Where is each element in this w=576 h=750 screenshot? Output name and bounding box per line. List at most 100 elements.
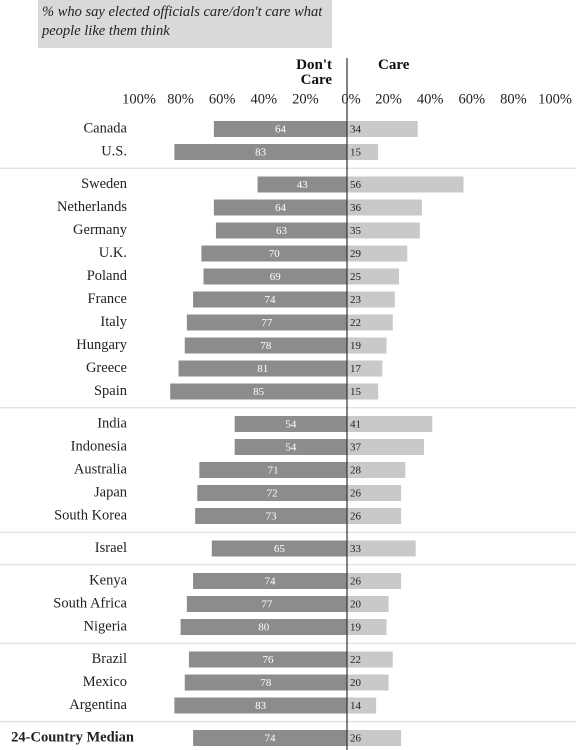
value-label: 36	[350, 202, 362, 214]
value-label: 74	[265, 576, 277, 588]
value-label: 78	[260, 340, 272, 352]
legend-right: Care	[378, 57, 410, 73]
bar	[347, 144, 379, 160]
bar	[347, 462, 406, 478]
value-label: 17	[350, 363, 362, 375]
bar	[347, 596, 389, 612]
value-label: 33	[350, 543, 362, 555]
value-label: 22	[350, 654, 361, 666]
legend-left: Don't Care	[296, 57, 332, 88]
bar	[197, 485, 347, 501]
category-label: 24-Country Median	[11, 729, 134, 745]
value-label: 70	[269, 248, 281, 260]
x-tick-label: 0%	[341, 91, 360, 107]
bar	[193, 573, 347, 589]
bar	[188, 651, 347, 668]
value-label: 85	[253, 386, 265, 398]
category-label: Argentina	[69, 697, 127, 713]
category-label: Germany	[73, 222, 128, 238]
bar	[347, 619, 387, 635]
x-tick-label: 60%	[459, 91, 486, 107]
value-label: 15	[350, 147, 362, 159]
bar	[193, 730, 347, 746]
bar	[347, 222, 420, 239]
bar	[211, 540, 347, 557]
category-label: Netherlands	[57, 199, 127, 215]
bar	[347, 651, 393, 668]
category-label: South Korea	[54, 507, 127, 523]
value-label: 77	[261, 599, 273, 611]
bar	[347, 416, 433, 432]
bar	[347, 573, 402, 589]
category-label: U.S.	[101, 143, 127, 159]
bar	[347, 697, 377, 714]
value-label: 26	[350, 733, 362, 745]
x-tick-label: 60%	[209, 91, 236, 107]
bar	[347, 245, 408, 262]
value-label: 43	[297, 179, 309, 191]
bar	[347, 314, 393, 331]
x-tick-label: 80%	[500, 91, 527, 107]
value-label: 28	[350, 465, 362, 477]
value-label: 22	[350, 317, 361, 329]
x-tick-label: 80%	[167, 91, 194, 107]
value-label: 83	[255, 700, 267, 712]
bar	[234, 416, 347, 432]
bar	[347, 674, 389, 691]
bar	[213, 121, 347, 137]
bar	[178, 360, 347, 377]
bar	[347, 730, 402, 746]
value-label: 65	[274, 543, 286, 555]
bar	[201, 245, 347, 262]
bar	[170, 383, 347, 400]
value-label: 23	[350, 294, 362, 306]
x-tick-label: 100%	[538, 91, 572, 107]
bar	[203, 268, 347, 285]
value-label: 76	[262, 654, 274, 666]
value-label: 26	[350, 511, 362, 523]
category-label: Canada	[84, 120, 128, 136]
value-label: 35	[350, 225, 362, 237]
bar	[257, 176, 347, 193]
bar	[186, 314, 347, 331]
bar	[213, 199, 347, 216]
category-label: Poland	[87, 268, 128, 284]
category-label: Spain	[94, 383, 128, 399]
category-label: France	[88, 291, 127, 307]
value-label: 20	[350, 677, 362, 689]
value-label: 77	[261, 317, 273, 329]
value-label: 69	[270, 271, 282, 283]
bar	[186, 596, 347, 612]
bar	[347, 199, 422, 216]
bar	[193, 291, 347, 308]
value-label: 56	[350, 179, 362, 191]
value-label: 19	[350, 340, 362, 352]
value-label: 83	[255, 147, 267, 159]
bar	[184, 674, 347, 691]
x-tick-label: 20%	[292, 91, 319, 107]
category-label: Brazil	[92, 651, 127, 667]
category-label: U.K.	[99, 245, 127, 261]
category-label: Mexico	[83, 674, 127, 690]
x-tick-label: 40%	[251, 91, 278, 107]
category-label: Greece	[86, 360, 127, 376]
bar	[174, 697, 347, 714]
value-label: 73	[266, 511, 278, 523]
category-label: South Africa	[53, 595, 127, 611]
bar	[347, 383, 379, 400]
category-label: Hungary	[76, 337, 127, 353]
category-label: India	[97, 415, 127, 431]
bar	[347, 540, 416, 557]
value-label: 81	[257, 363, 268, 375]
bar	[195, 508, 347, 524]
value-label: 71	[268, 465, 279, 477]
value-label: 19	[350, 622, 362, 634]
category-label: Nigeria	[84, 618, 128, 634]
x-tick-label: 100%	[122, 91, 156, 107]
bar	[347, 176, 464, 193]
category-label: Japan	[94, 484, 128, 500]
x-tick-label: 20%	[375, 91, 402, 107]
value-label: 20	[350, 599, 362, 611]
